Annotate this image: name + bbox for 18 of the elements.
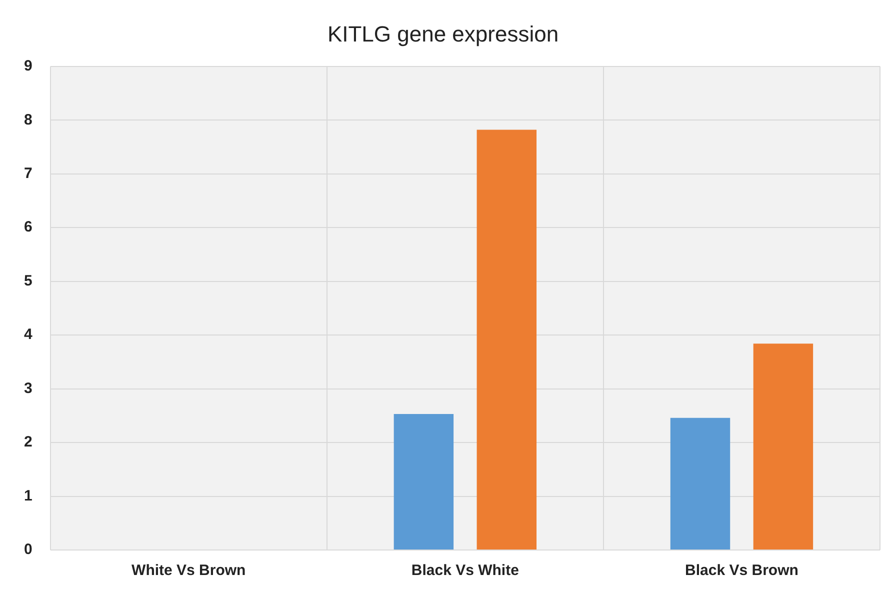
bar	[394, 414, 454, 550]
y-tick-label: 7	[24, 165, 32, 182]
x-tick-label: White Vs Brown	[132, 562, 246, 580]
bar	[476, 130, 537, 550]
y-tick-label: 5	[24, 272, 32, 290]
y-tick-label: 8	[24, 111, 32, 128]
x-tick-label: Black Vs Brown	[685, 562, 798, 580]
y-tick-label: 1	[24, 487, 32, 504]
chart-title: KITLG gene expression	[327, 21, 559, 46]
y-tick-label: 9	[24, 58, 32, 75]
bar	[670, 418, 730, 550]
y-tick-label: 2	[24, 434, 32, 451]
y-tick-label: 4	[24, 326, 33, 344]
y-tick-label: 0	[24, 541, 32, 558]
y-tick-label: 6	[24, 218, 32, 236]
y-tick-label: 3	[24, 380, 32, 397]
bar	[753, 344, 814, 550]
x-tick-label: Black Vs White	[411, 562, 519, 580]
